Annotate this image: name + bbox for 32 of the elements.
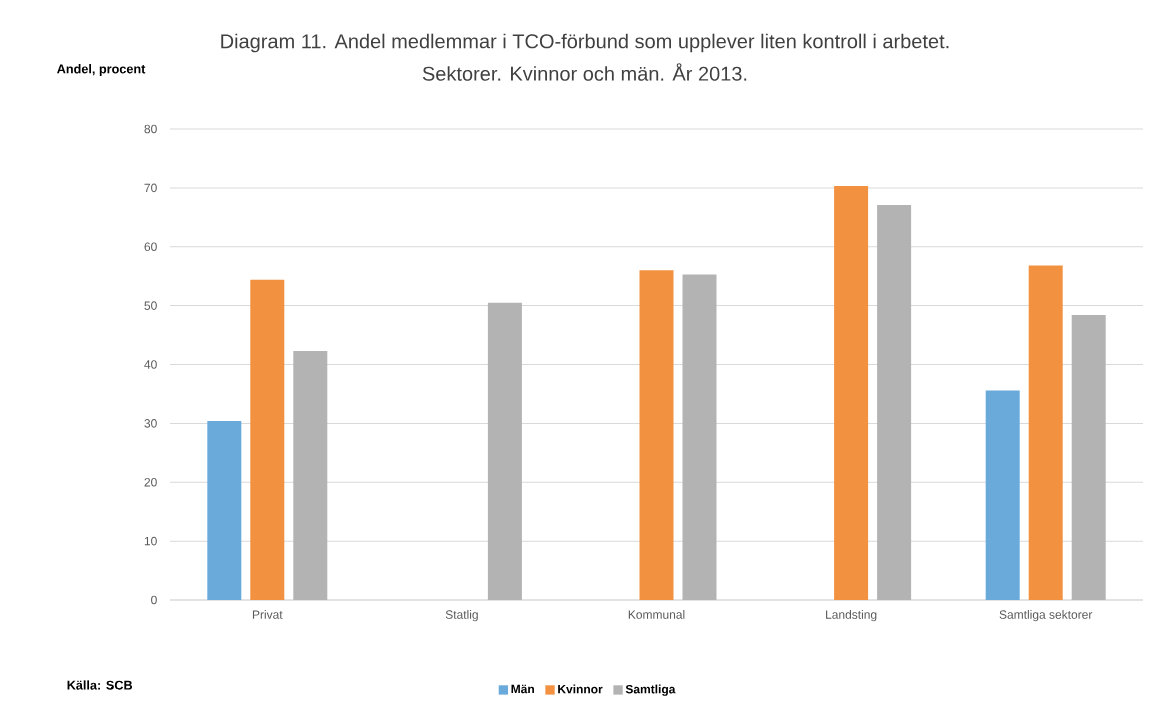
y-tick-label: 0 bbox=[151, 595, 157, 605]
x-tick-label: Kommunal bbox=[628, 610, 685, 619]
bar bbox=[293, 350, 328, 600]
bar bbox=[1071, 315, 1106, 600]
chart-subtitle: Sektorer. Kvinnor och män. År 2013. bbox=[422, 63, 747, 81]
y-tick-label: 20 bbox=[144, 478, 157, 487]
y-axis-title: Andel, procent bbox=[57, 64, 146, 76]
bar bbox=[1028, 265, 1063, 600]
legend-label: Kvinnor bbox=[558, 684, 603, 694]
bar bbox=[834, 186, 869, 600]
bar bbox=[985, 390, 1020, 600]
y-tick-label: 30 bbox=[144, 419, 157, 428]
legend-label: Samtliga bbox=[625, 684, 676, 696]
x-tick-label: Samtliga sektorer bbox=[999, 610, 1093, 622]
x-tick-label: Privat bbox=[252, 610, 283, 619]
y-tick-label: 10 bbox=[144, 536, 157, 546]
bar bbox=[639, 270, 674, 600]
y-tick-label: 80 bbox=[144, 124, 157, 134]
x-tick-label: Statlig bbox=[445, 610, 478, 622]
bar bbox=[682, 274, 717, 600]
bar bbox=[250, 279, 285, 600]
bar bbox=[207, 421, 242, 600]
legend-label: Män bbox=[511, 684, 534, 694]
text: Källa: SCB bbox=[67, 680, 133, 690]
y-tick-label: 50 bbox=[144, 301, 157, 310]
y-tick-label: 60 bbox=[144, 242, 157, 252]
y-tick-label: 70 bbox=[144, 183, 157, 193]
x-tick-label: Landsting bbox=[826, 610, 877, 622]
bar bbox=[487, 302, 522, 600]
y-tick-label: 40 bbox=[144, 360, 157, 369]
chart-title: Diagram 11. Andel medlemmar i TCO-förbund som upplever liten kontroll i arbetet. bbox=[221, 33, 949, 53]
bar bbox=[877, 204, 912, 600]
